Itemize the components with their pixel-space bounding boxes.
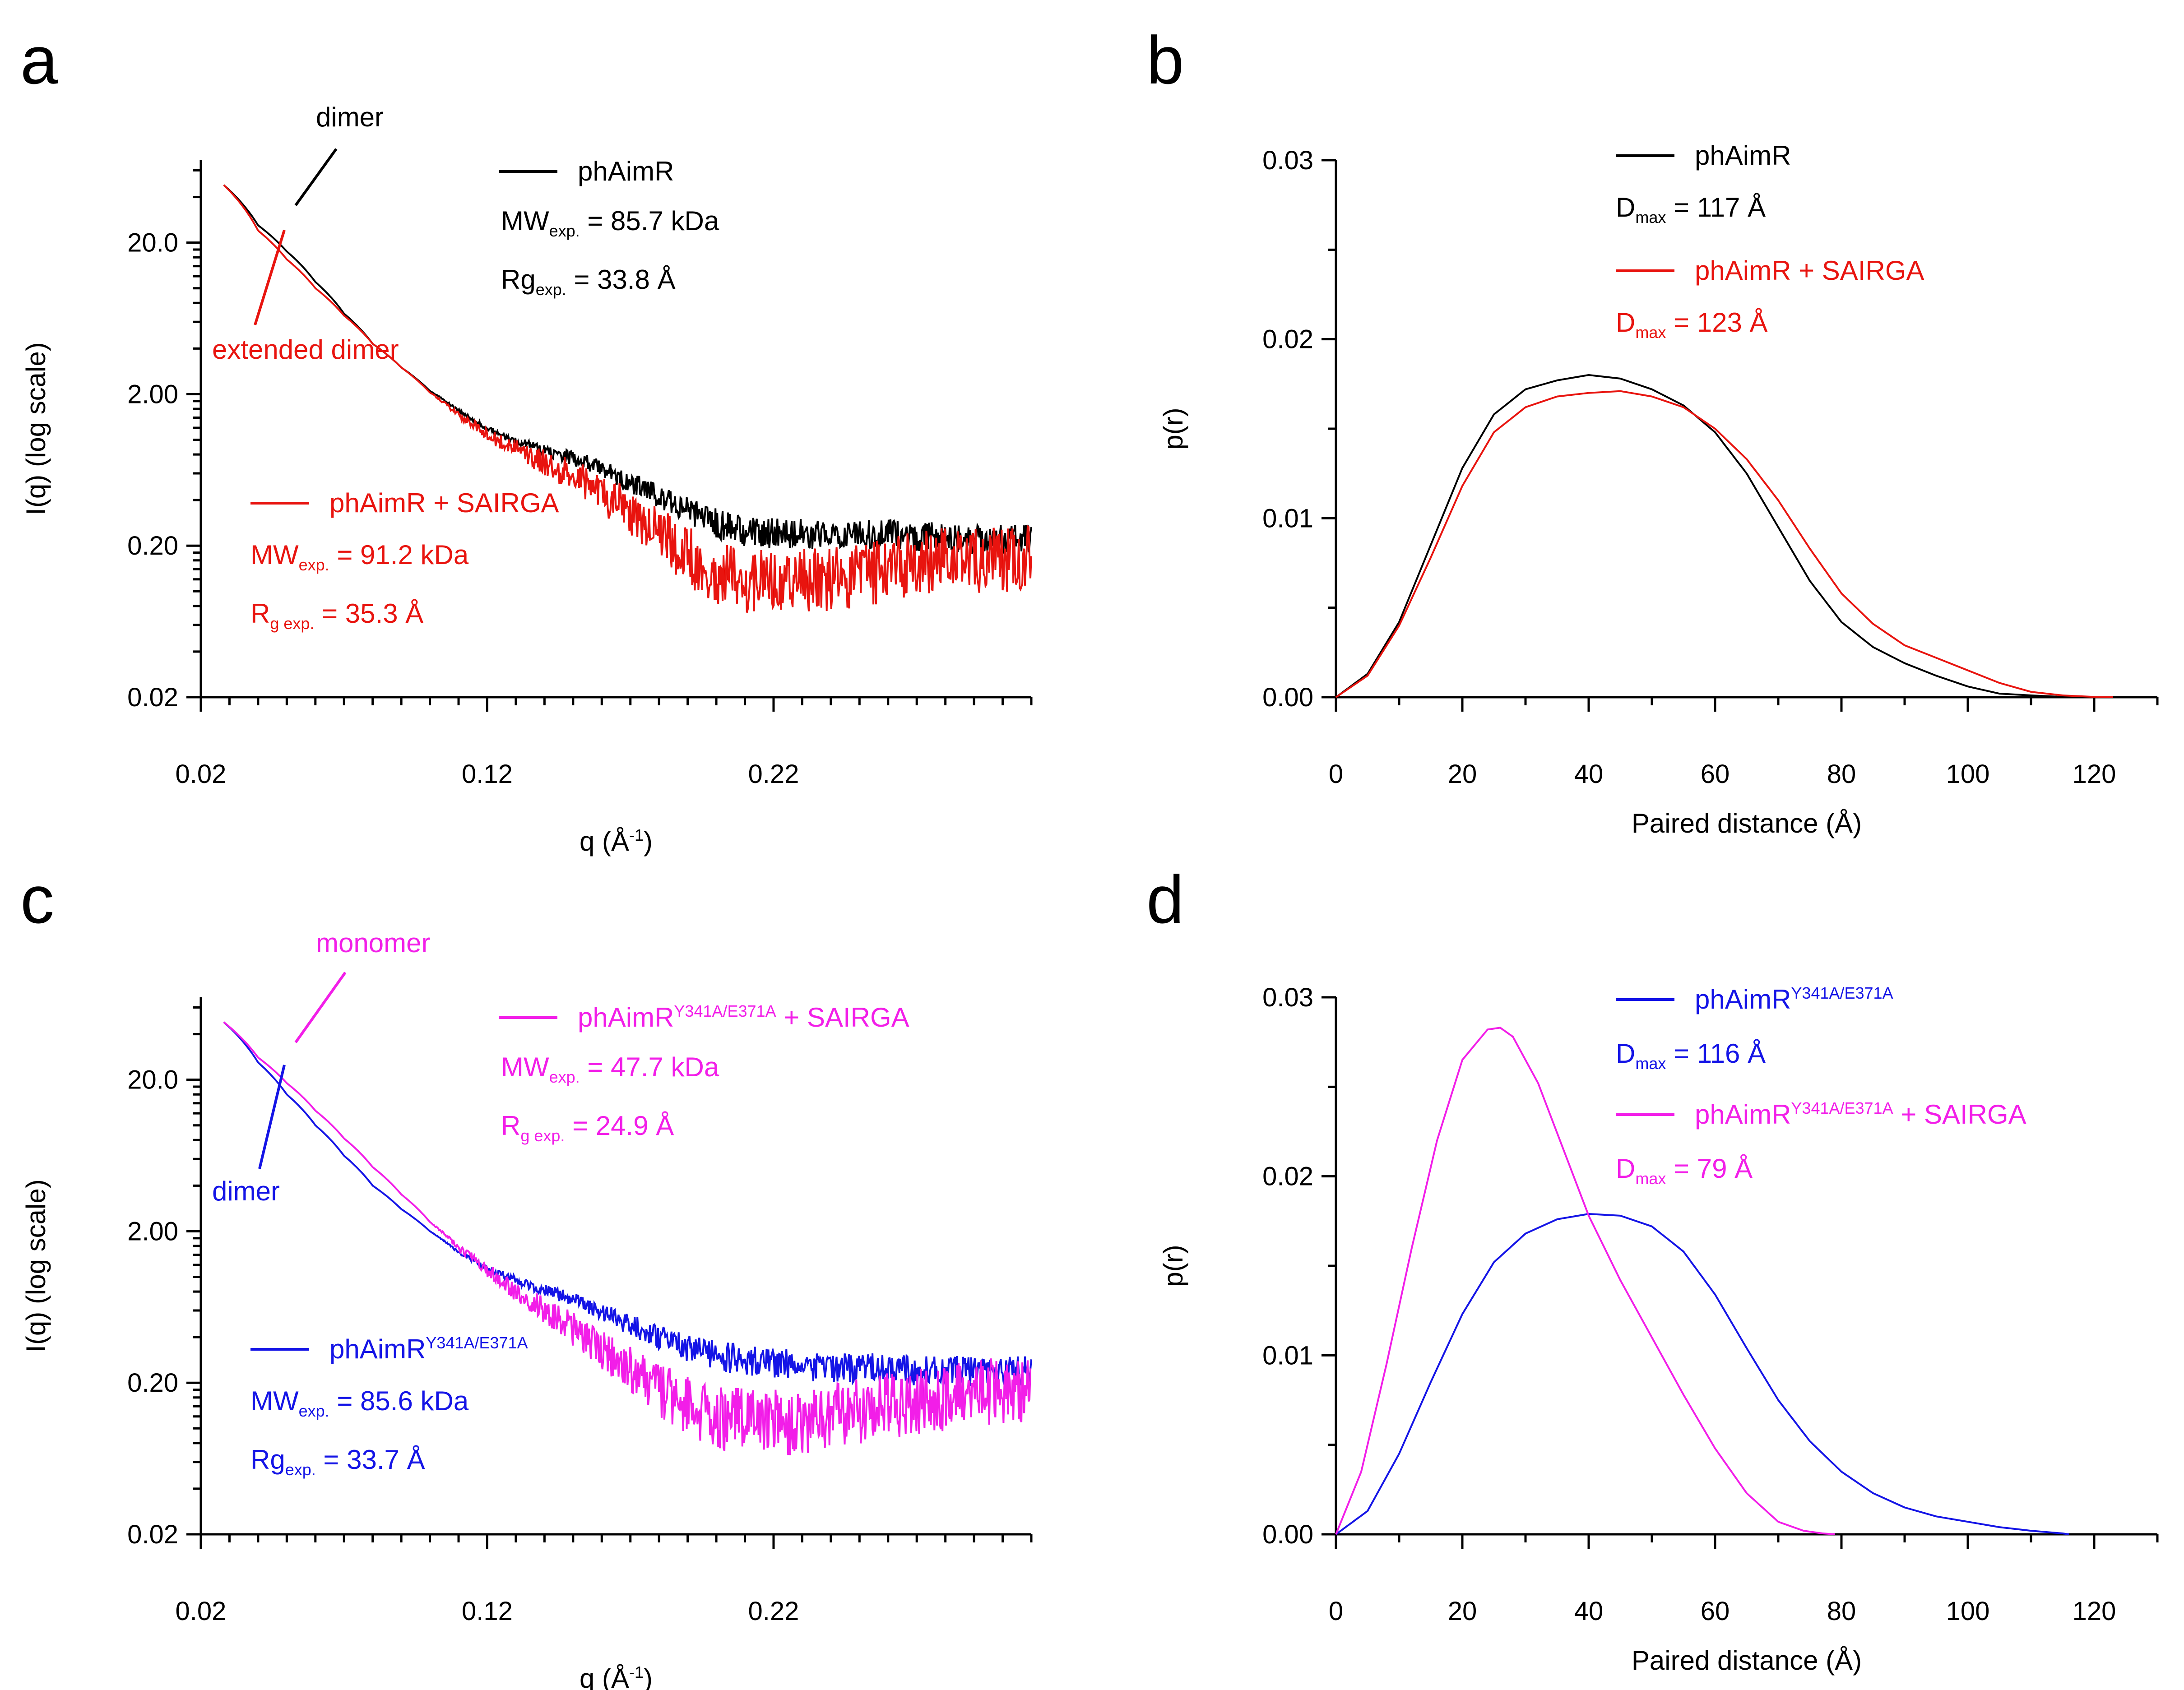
legend-dmax: Dmax = 116 Å [1616,1038,1766,1073]
x-tick-label: 80 [1827,759,1856,789]
legend-label: phAimRY341A/E371A + SAIRGA [1695,1099,2026,1130]
series-line [1335,1027,1836,1535]
x-tick-label: 100 [1946,759,1990,789]
annotation-monomer: monomer [316,928,430,958]
legend-mw: MWexp. = 85.6 kDa [250,1386,469,1420]
legend-label: phAimRY341A/E371A + SAIRGA [578,1002,909,1033]
x-tick-label: 120 [2073,759,2116,789]
x-tick-label: 20 [1448,759,1477,789]
x-tick-label: 0.12 [462,1597,513,1626]
legend-label: phAimR [578,156,674,186]
y-tick-label: 20.0 [127,228,178,258]
y-tick-label: 0.03 [1262,983,1313,1012]
x-tick-label: 0.02 [176,759,227,789]
legend-dmax: Dmax = 117 Å [1616,192,1766,227]
chart-panel-d: 0.00 0.01 0.02 0.03 0 20 40 60 80 100 120 Paired di… [1158,983,2159,1676]
y-tick-label: 0.20 [127,1368,178,1398]
legend-label: phAimR + SAIRGA [1695,255,1924,286]
y-tick-label: 0.00 [1262,1520,1313,1549]
annotation-pointer [258,1065,286,1169]
y-axis-label: p(r) [1158,407,1188,449]
series-line [223,184,1032,613]
y-tick-label: 0.01 [1262,504,1313,533]
y-tick-label: 2.00 [127,1217,178,1246]
series-line [223,1021,1032,1386]
panel-label-d: d [1146,861,1184,937]
legend-label: phAimRY341A/E371A [329,1333,528,1364]
legend-mw: MWexp. = 85.7 kDa [501,206,719,240]
y-tick-label: 0.02 [127,1520,178,1549]
chart-panel-b: 0.00 0.01 0.02 0.03 0 20 40 60 80 100 120 Paired di… [1158,140,2159,838]
x-tick-label: 40 [1574,759,1604,789]
annotation-pointer [294,148,338,206]
legend-dmax: Dmax = 79 Å [1616,1153,1753,1188]
legend-label: phAimR + SAIRGA [329,488,559,518]
x-tick-label: 100 [1946,1597,1990,1626]
y-axis-label: I(q) (log scale) [21,1179,51,1352]
legend-rg: Rgexp. = 33.7 Å [250,1445,425,1479]
x-tick-label: 20 [1448,1597,1477,1626]
chart-panel-a: 20.0 2.00 0.20 0.02 0.02 0.12 0.22 q (Å-1) I(q) … [21,102,1033,857]
x-tick-label: 40 [1574,1597,1604,1626]
series-line [1335,374,2076,698]
x-tick-label: 120 [2073,1597,2116,1626]
x-tick-label: 0.22 [748,759,799,789]
chart-panel-c: 20.0 2.00 0.20 0.02 0.02 0.12 0.22 q (Å-1) I(q) … [21,928,1033,1690]
panel-label-a: a [20,22,58,98]
x-tick-label: 0.12 [462,759,513,789]
series-line [1335,390,2114,698]
y-tick-label: 0.03 [1262,146,1313,175]
legend-label: phAimR [1695,140,1791,171]
x-axis-label: q (Å-1) [580,826,653,857]
x-tick-label: 80 [1827,1597,1856,1626]
x-axis-label: Paired distance (Å) [1632,808,1862,838]
y-tick-label: 0.00 [1262,683,1313,712]
annotation-dimer: dimer [212,1176,280,1206]
y-axis-label: p(r) [1158,1245,1188,1287]
y-tick-label: 0.02 [127,683,178,712]
x-axis-label: q (Å-1) [580,1663,653,1690]
y-tick-label: 0.02 [1262,1162,1313,1191]
y-tick-label: 0.20 [127,531,178,560]
legend-label: phAimRY341A/E371A [1695,984,1893,1014]
panel-label-c: c [20,861,54,937]
x-tick-label: 0 [1329,1597,1343,1626]
x-tick-label: 0.02 [176,1597,227,1626]
y-axis-label: I(q) (log scale) [21,342,51,515]
series-line [1335,1213,2069,1535]
y-tick-label: 0.02 [1262,325,1313,354]
y-tick-label: 0.01 [1262,1341,1313,1370]
x-tick-label: 0 [1329,759,1343,789]
x-axis-label: Paired distance (Å) [1632,1645,1862,1676]
y-tick-label: 2.00 [127,380,178,409]
panel-label-b: b [1146,22,1184,98]
y-tick-label: 20.0 [127,1065,178,1095]
legend-rg: Rg exp. = 35.3 Å [250,598,423,633]
legend-mw: MWexp. = 47.7 kDa [501,1052,719,1086]
series-line [223,1021,1031,1455]
annotation-pointer [294,972,347,1043]
legend-rg: Rg exp. = 24.9 Å [501,1111,674,1145]
legend-mw: MWexp. = 91.2 kDa [250,540,469,574]
annotation-dimer: dimer [316,102,384,132]
annotation-extended-dimer: extended dimer [212,334,399,365]
legend-dmax: Dmax = 123 Å [1616,307,1768,342]
annotation-pointer [254,230,286,325]
x-tick-label: 0.22 [748,1597,799,1626]
x-tick-label: 60 [1701,1597,1730,1626]
legend-rg: Rgexp. = 33.8 Å [501,264,676,299]
x-tick-label: 60 [1701,759,1730,789]
